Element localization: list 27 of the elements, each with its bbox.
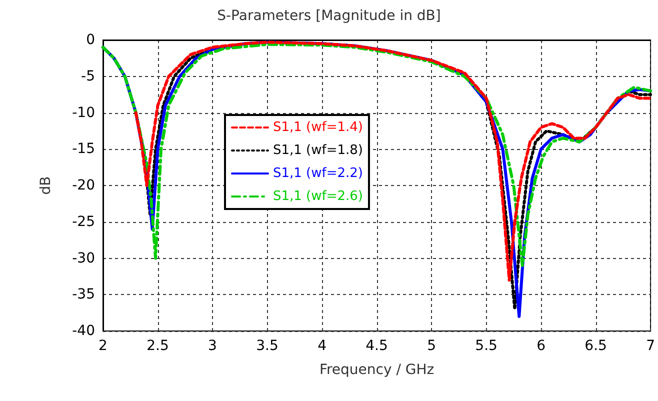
y-tick-label: -40 (72, 323, 95, 339)
legend-label: S1,1 (wf=1.8) (273, 143, 363, 158)
y-tick-label: -20 (72, 178, 95, 194)
x-tick-label: 5 (427, 338, 436, 354)
y-tick-label: -10 (72, 104, 95, 121)
y-tick-label: -15 (72, 141, 95, 158)
x-tick-label: 6 (536, 338, 546, 354)
x-tick-label: 5.5 (475, 338, 498, 354)
x-tick-label: 3.5 (256, 338, 278, 354)
y-tick-label: -35 (72, 286, 95, 303)
y-tick-label: 0 (86, 32, 95, 48)
x-tick-label: 6.5 (584, 338, 607, 354)
x-tick-label: 3 (208, 338, 217, 354)
legend-label: S1,1 (wf=2.2) (273, 166, 363, 181)
x-tick-label: 4 (318, 338, 327, 354)
x-tick-label: 4.5 (366, 338, 388, 354)
y-axis-title: dB (38, 176, 54, 195)
legend-label: S1,1 (wf=2.6) (273, 189, 363, 204)
x-tick-label: 2.5 (146, 338, 169, 354)
y-tick-label: -5 (81, 68, 95, 84)
x-tick-label: 2 (98, 338, 108, 354)
y-tick-label: -25 (72, 214, 95, 230)
x-axis-title: Frequency / GHz (319, 362, 434, 378)
y-tick-label: -30 (72, 250, 95, 266)
legend-label: S1,1 (wf=1.4) (273, 120, 363, 135)
chart-title: S-Parameters [Magnitude in dB] (217, 8, 441, 24)
x-tick-label: 7 (646, 338, 656, 354)
